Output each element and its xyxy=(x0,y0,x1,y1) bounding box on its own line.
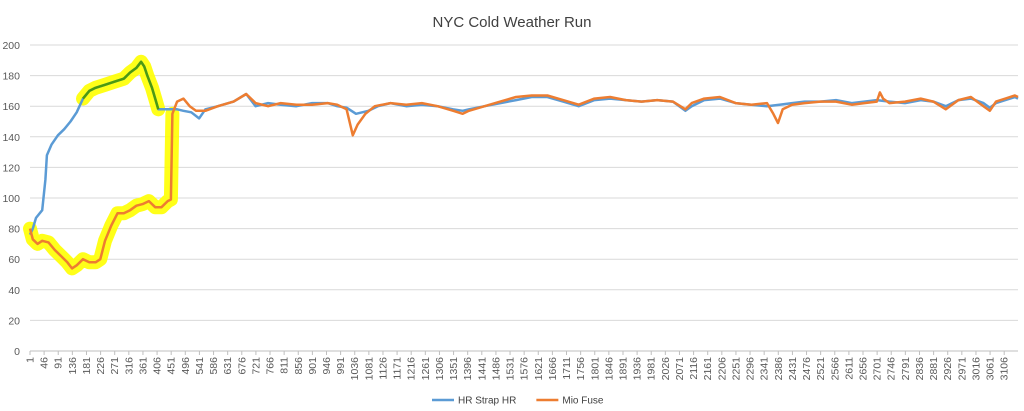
x-tick-label: 1126 xyxy=(377,357,389,380)
x-tick-label: 1846 xyxy=(603,357,615,381)
x-tick-label: 631 xyxy=(222,357,234,375)
x-tick-label: 2206 xyxy=(716,357,728,381)
x-tick-label: 181 xyxy=(81,357,93,375)
x-tick-label: 226 xyxy=(95,357,107,375)
x-tick-label: 1981 xyxy=(646,357,658,381)
x-tick-label: 2656 xyxy=(858,357,870,381)
x-tick-label: 2836 xyxy=(914,357,926,381)
x-tick-label: 1261 xyxy=(420,357,432,381)
x-tick-label: 1891 xyxy=(617,357,629,381)
y-tick-label: 100 xyxy=(2,193,20,205)
x-tick-label: 2521 xyxy=(815,357,827,381)
y-tick-label: 200 xyxy=(2,40,20,52)
y-tick-label: 180 xyxy=(2,71,20,83)
x-tick-label: 1936 xyxy=(632,357,644,381)
x-axis: 1 46 91 136 181 226 271 316 361 406 451 496 541 586 63… xyxy=(25,350,1018,381)
x-tick-label: 2251 xyxy=(730,357,742,381)
chart-title: NYC Cold Weather Run xyxy=(433,14,592,31)
x-tick-label: 2881 xyxy=(928,357,940,381)
x-tick-label: 1441 xyxy=(476,357,488,381)
x-tick-label: 2476 xyxy=(801,357,813,381)
y-tick-label: 60 xyxy=(8,254,20,266)
y-tick-label: 40 xyxy=(8,285,20,297)
x-tick-label: 1711 xyxy=(561,357,573,380)
highlight-annotations xyxy=(23,54,180,276)
x-tick-label: 541 xyxy=(194,357,206,375)
x-tick-label: 1576 xyxy=(519,357,531,381)
x-tick-label: 1 xyxy=(25,357,37,363)
y-tick-label: 20 xyxy=(8,315,20,327)
x-tick-label: 2341 xyxy=(759,357,771,381)
x-tick-label: 2386 xyxy=(773,357,785,381)
x-tick-label: 1801 xyxy=(589,357,601,381)
x-tick-label: 676 xyxy=(236,357,248,375)
x-tick-label: 271 xyxy=(109,357,121,375)
x-tick-label: 316 xyxy=(123,357,135,375)
y-tick-label: 80 xyxy=(8,224,20,236)
x-tick-label: 91 xyxy=(53,357,65,369)
highlight-strap-segment xyxy=(76,54,166,117)
x-tick-label: 1396 xyxy=(462,357,474,381)
legend-label: HR Strap HR xyxy=(458,396,516,407)
y-tick-label: 0 xyxy=(14,346,20,358)
x-tick-label: 496 xyxy=(180,357,192,375)
x-tick-label: 2161 xyxy=(702,357,714,381)
x-tick-label: 2566 xyxy=(829,357,841,381)
x-tick-label: 2746 xyxy=(886,357,898,381)
x-tick-label: 1216 xyxy=(406,357,418,381)
x-tick-label: 3016 xyxy=(970,357,982,381)
x-tick-label: 1666 xyxy=(547,357,559,381)
gridlines xyxy=(30,44,1018,321)
x-tick-label: 1351 xyxy=(448,357,460,381)
x-tick-label: 1486 xyxy=(490,357,502,381)
legend-label: Mio Fuse xyxy=(562,396,604,407)
y-tick-label: 140 xyxy=(2,132,20,144)
x-tick-label: 2296 xyxy=(745,357,757,381)
x-tick-label: 406 xyxy=(152,357,164,375)
x-tick-label: 361 xyxy=(137,357,149,375)
x-tick-label: 811 xyxy=(279,357,291,374)
x-tick-label: 586 xyxy=(208,357,220,375)
x-tick-label: 46 xyxy=(39,357,51,369)
x-tick-label: 2071 xyxy=(674,357,686,381)
x-tick-label: 2926 xyxy=(942,357,954,381)
x-tick-label: 1306 xyxy=(434,357,446,381)
x-tick-label: 451 xyxy=(166,357,178,375)
x-tick-label: 2116 xyxy=(688,357,700,380)
x-tick-label: 1171 xyxy=(392,357,404,380)
x-tick-label: 721 xyxy=(250,357,262,375)
x-tick-label: 766 xyxy=(265,357,277,375)
x-tick-label: 2791 xyxy=(900,357,912,381)
x-tick-label: 991 xyxy=(335,357,347,375)
x-tick-label: 1756 xyxy=(575,357,587,381)
highlight-line-annotation xyxy=(82,60,160,110)
x-tick-label: 2026 xyxy=(660,357,672,381)
x-tick-label: 2971 xyxy=(956,357,968,381)
y-tick-label: 160 xyxy=(2,101,20,113)
highlight-strap-line xyxy=(82,60,160,110)
x-tick-label: 2611 xyxy=(843,357,855,380)
x-tick-label: 1081 xyxy=(363,357,375,381)
x-tick-label: 136 xyxy=(67,357,79,375)
x-tick-label: 901 xyxy=(307,357,319,375)
x-tick-label: 3106 xyxy=(999,357,1011,381)
y-axis: 0 20 40 60 80 100 120 140 160 180 200 xyxy=(2,40,20,358)
legend: HR Strap HR Mio Fuse xyxy=(432,396,604,407)
y-tick-label: 120 xyxy=(2,162,20,174)
x-tick-label: 3061 xyxy=(985,357,997,381)
x-tick-label: 946 xyxy=(321,357,333,375)
series-line-mio-fuse xyxy=(28,91,1019,270)
x-tick-label: 2431 xyxy=(787,357,799,381)
x-tick-label: 2701 xyxy=(872,357,884,381)
x-tick-label: 856 xyxy=(293,357,305,375)
x-tick-label: 1621 xyxy=(533,357,545,381)
x-tick-label: 1531 xyxy=(505,357,517,381)
x-tick-label: 1036 xyxy=(349,357,361,381)
